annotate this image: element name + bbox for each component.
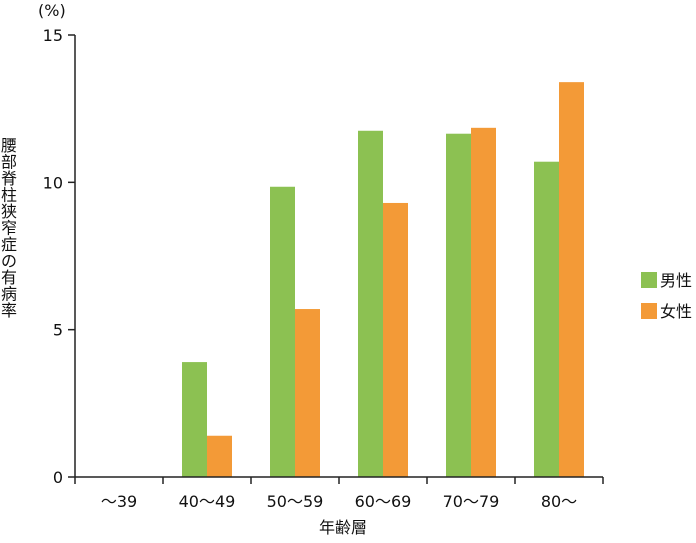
legend-label: 女性 — [660, 302, 692, 321]
y-unit-label: (%) — [38, 1, 66, 20]
x-axis-title: 年齢層 — [319, 518, 367, 537]
y-axis-title-char: 腰 — [1, 136, 17, 155]
y-axis-title-char: 柱 — [1, 186, 17, 205]
bar-female — [207, 435, 232, 477]
x-tick-label: 50〜59 — [267, 492, 324, 511]
x-tick-label: 〜39 — [101, 492, 137, 511]
bar-female — [383, 202, 408, 477]
bar-male — [446, 133, 471, 478]
bar-male — [182, 362, 207, 477]
y-axis-title-char: の — [1, 252, 17, 271]
x-tick-label: 60〜69 — [355, 492, 412, 511]
bar-male — [534, 161, 559, 477]
y-axis-title-char: 症 — [1, 235, 17, 254]
bars-layer — [182, 82, 584, 478]
y-axis-title-char: 脊 — [1, 169, 17, 188]
bar-female — [295, 309, 320, 477]
y-axis-title-char: 率 — [1, 301, 17, 320]
y-axis-title-char: 狭 — [1, 202, 17, 221]
y-tick-label: 5 — [53, 321, 63, 340]
legend-swatch — [641, 272, 657, 288]
y-tick-label: 10 — [43, 173, 63, 192]
bar-male — [270, 186, 295, 477]
bar-male — [358, 130, 383, 477]
x-tick-label: 70〜79 — [443, 492, 500, 511]
y-axis-title-char: 部 — [1, 153, 17, 172]
y-tick-label: 0 — [53, 468, 63, 487]
bar-female — [559, 82, 584, 477]
y-axis-title-char: 病 — [1, 285, 17, 304]
y-tick-label: 15 — [43, 26, 63, 45]
bar-female — [471, 127, 496, 477]
x-ticks-layer: 〜39 40〜49 50〜59 60〜69 70〜79 80〜 — [74, 477, 604, 511]
y-ticks-layer: 0 5 10 15 — [43, 26, 75, 487]
legend-label: 男性 — [660, 271, 692, 290]
legend-swatch — [641, 303, 657, 319]
x-tick-label: 80〜 — [541, 492, 577, 511]
x-tick-label: 40〜49 — [179, 492, 236, 511]
y-axis-title-char: 窄 — [1, 219, 17, 238]
y-axis-title-char: 有 — [1, 268, 17, 287]
